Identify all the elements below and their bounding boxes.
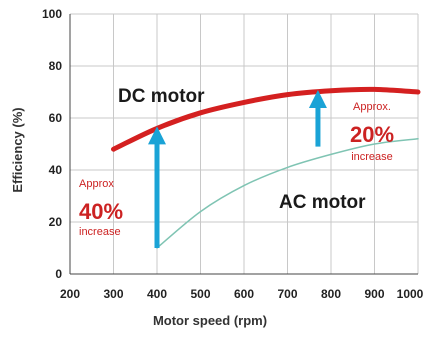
series-line-0: [111, 86, 421, 152]
series-label-0: DC motor: [118, 86, 205, 107]
x-tick-label: 500: [190, 287, 210, 301]
y-tick-label: 40: [49, 163, 63, 177]
arrow-layer: [148, 90, 327, 248]
labels: DC motor AC motor Approx 40% increase Approx.…: [79, 86, 394, 238]
series-label-1: AC motor: [279, 192, 366, 213]
x-tick-label: 700: [277, 287, 297, 301]
annotation-text: increase: [79, 226, 121, 238]
x-tick-label: 400: [147, 287, 167, 301]
x-tick-label: 200: [60, 287, 80, 301]
y-tick-label: 80: [49, 59, 63, 73]
y-tick-label: 100: [42, 7, 62, 21]
annotation-text: Approx: [79, 178, 114, 190]
arrow-head: [148, 126, 166, 145]
annotation-percent: 20%: [350, 122, 394, 147]
x-tick-label: 800: [321, 287, 341, 301]
y-tick-label: 20: [49, 215, 63, 229]
x-tick-label: 300: [103, 287, 123, 301]
y-axis-title: Efficiency (%): [10, 107, 25, 192]
tick-labels: 200 300 400 500 600 700 800 900 1000 0 20 40 60 80 100: [42, 7, 424, 301]
series-layer: [111, 86, 421, 249]
x-tick-label: 900: [364, 287, 384, 301]
x-axis-title: Motor speed (rpm): [153, 313, 267, 328]
y-tick-label: 60: [49, 111, 63, 125]
annotation-text: increase: [351, 151, 393, 163]
x-tick-label: 600: [234, 287, 254, 301]
grid: [69, 13, 419, 275]
x-tick-label: 1000: [397, 287, 424, 301]
annotation-percent: 40%: [79, 199, 123, 224]
series-line-1: [156, 138, 419, 249]
arrow-head: [308, 90, 327, 108]
annotation-text: Approx.: [353, 101, 391, 113]
y-tick-label: 0: [55, 267, 62, 281]
